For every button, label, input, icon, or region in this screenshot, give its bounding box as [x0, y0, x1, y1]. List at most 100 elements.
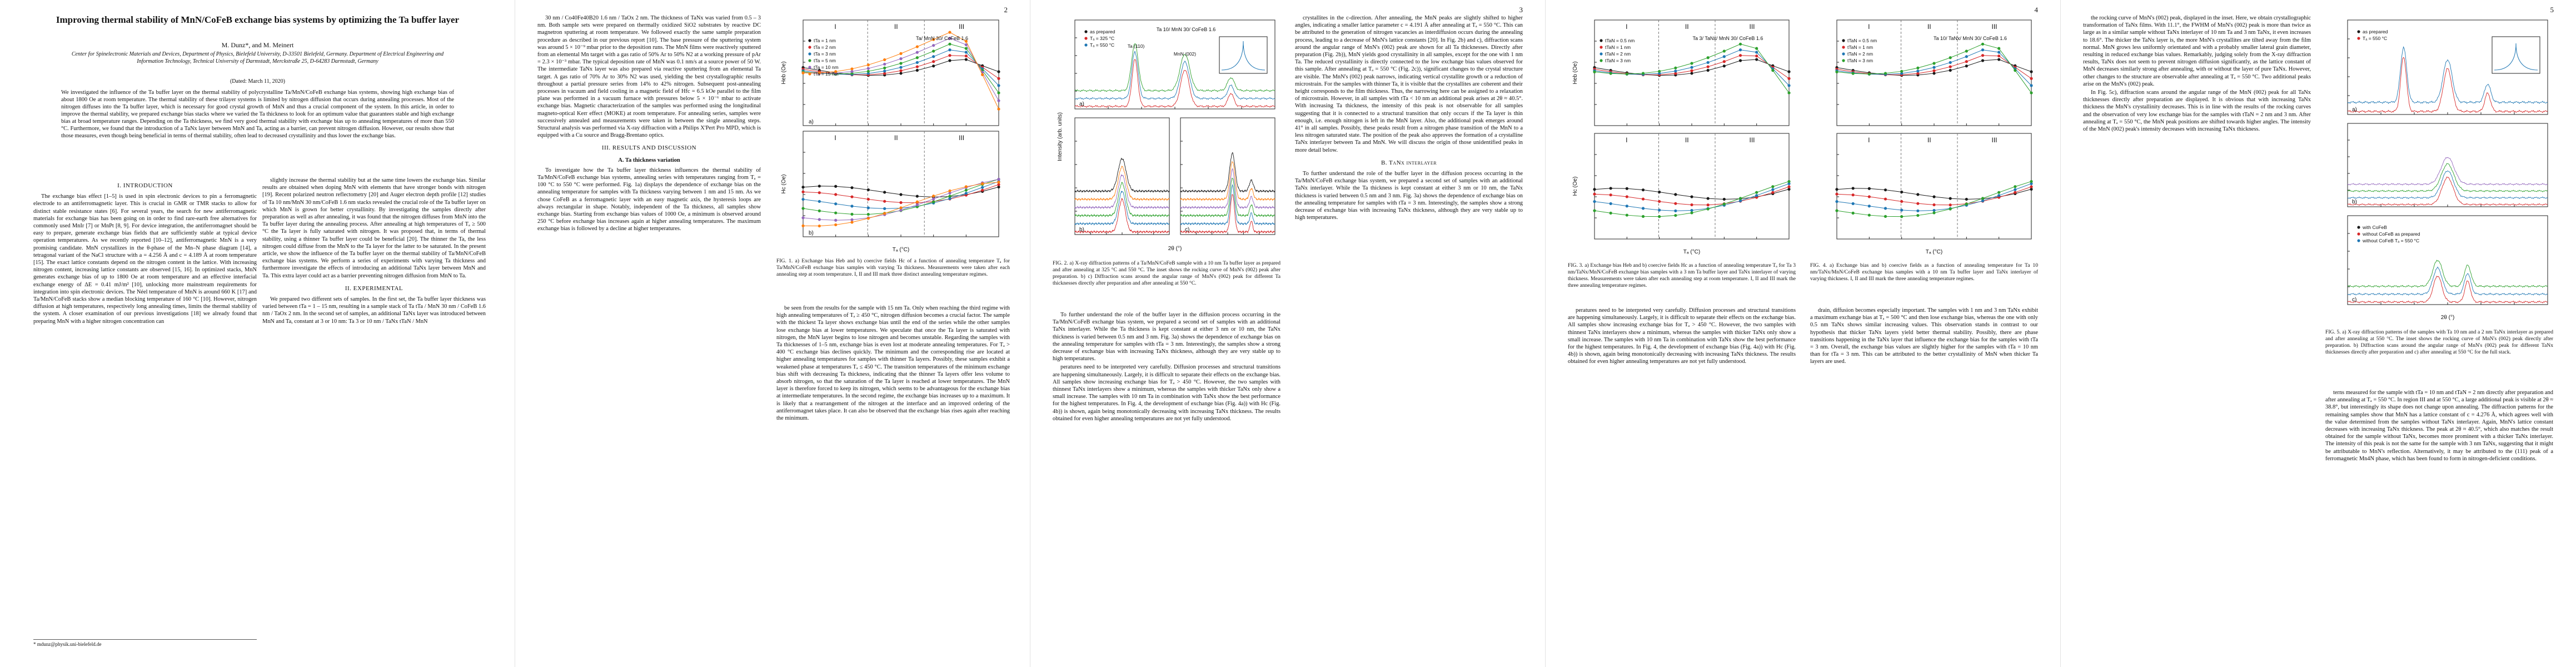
fig3b-point: [1722, 197, 1726, 201]
fig1b-point: [915, 203, 919, 207]
fig4a-point: [1981, 54, 1985, 57]
fig2-inset-curve: [1221, 41, 1265, 71]
fig1b-point: [834, 223, 838, 227]
fig5a-curve: [2347, 57, 2548, 113]
fig1a-point: [964, 51, 968, 54]
fig4b-point: [1835, 209, 1838, 212]
fig2c-curve: [1180, 177, 1275, 218]
fig3b-point: [1690, 195, 1693, 198]
fig2-legend-entry: Tₐ = 325 °C: [1090, 36, 1114, 41]
fig4a-point: [1981, 59, 1985, 62]
panel-label: c): [2352, 297, 2356, 303]
paragraph: be seen from the results for the sample …: [776, 305, 1010, 422]
fig3-xlabel: Tₐ (°C): [1683, 249, 1701, 255]
fig3b-point: [1641, 215, 1645, 218]
fig2-ylabel: Intensity (arb. units): [1057, 112, 1063, 161]
fig1b-point: [948, 197, 951, 200]
fig1b-point: [981, 186, 984, 189]
fig4b-point: [1835, 188, 1838, 191]
fig3a-point: [1674, 66, 1677, 69]
regime-label: III: [1749, 23, 1755, 31]
paragraph: In Fig. 5c), diffraction scans around th…: [2083, 89, 2311, 133]
figure-1-caption: FIG. 1. a) Exchange bias Heb and b) coer…: [776, 258, 1010, 277]
fig5-inset: [2492, 36, 2540, 74]
fig3b-point: [1658, 215, 1661, 218]
fig3b-point: [1771, 185, 1775, 188]
fig4b-point: [1835, 192, 1838, 196]
legend-marker: [808, 46, 811, 49]
regime-label: I: [1626, 23, 1627, 31]
paragraph: To further understand the role of the bu…: [1295, 171, 1523, 221]
fig1a-point: [997, 77, 1000, 80]
paragraph: To further understand the role of the bu…: [1053, 312, 1280, 362]
fig4b-point: [2030, 185, 2033, 188]
regime-label: III: [1991, 23, 1997, 31]
fig5b-curve: [2347, 163, 2548, 192]
fig2c-curve: [1180, 161, 1275, 201]
legend-marker: [808, 52, 811, 56]
fig4a-point: [1916, 72, 1920, 75]
paragraph: drain, diffusion becomes especially impo…: [1810, 307, 2038, 365]
regime-label: I: [1868, 136, 1870, 144]
fig1b-point: [818, 224, 821, 228]
column-left: the rocking curve of MnN's (002) peak, d…: [2083, 14, 2311, 659]
regime-label: II: [1927, 136, 1931, 144]
fig1a-point: [932, 55, 935, 58]
panel-label: b): [1079, 227, 1084, 233]
fig1b-frame: [803, 131, 999, 237]
fig4a-point: [1851, 72, 1855, 75]
column-right: slightly increase the thermal stability …: [262, 177, 486, 660]
fig1b-point: [932, 195, 935, 198]
figure-5-caption: FIG. 5. a) X-ray diffraction patterns of…: [2325, 329, 2553, 355]
fig1b-point: [818, 200, 821, 203]
fig4b-point: [1884, 197, 1887, 201]
fig3a-point: [1609, 72, 1612, 75]
fig4a-point: [1997, 47, 2001, 50]
fig1a-point: [997, 91, 1000, 94]
fig3a-point: [1674, 72, 1677, 75]
legend-marker: [1842, 46, 1845, 49]
fig2b-curve: [1074, 174, 1170, 210]
fig4b-point: [1932, 195, 1936, 198]
fig1b-point: [899, 206, 903, 210]
fig4b-point: [1900, 208, 1904, 212]
panel-label: a): [809, 119, 814, 125]
fig4a-point: [1949, 61, 1952, 64]
fig1b-point: [948, 191, 951, 195]
fig3b-point: [1674, 209, 1677, 212]
peak-label: Ta (110): [1128, 43, 1145, 49]
fig1b-point: [997, 183, 1000, 186]
fig1b-point: [801, 190, 805, 193]
fig4b-point: [1867, 187, 1871, 190]
fig2c-frame: [1180, 117, 1275, 235]
fig1a-point: [948, 31, 951, 34]
fig1-legend-entry: tTa = 15 nm: [814, 71, 839, 77]
regime-label: I: [834, 134, 836, 142]
fig2b-curve: [1074, 166, 1170, 201]
fig1b-point: [932, 200, 935, 203]
fig1a-point: [818, 71, 821, 74]
fig5b-frame: [2347, 123, 2548, 207]
legend-marker: [1600, 52, 1603, 56]
fig2b-frame: [1074, 117, 1170, 235]
fig4b-point: [2030, 187, 2033, 191]
fig1b-point: [899, 193, 903, 196]
fig3a-point: [1787, 84, 1791, 87]
figure-5: as prepared Tₐ = 550 °C a) b) with CoFeB with…: [2325, 14, 2553, 326]
fig4a-point: [1949, 65, 1952, 68]
fig3b-point: [1593, 192, 1596, 196]
fig3b-frame: [1594, 133, 1790, 240]
fig4b-point: [1997, 194, 2001, 197]
fig1b-point: [818, 218, 821, 221]
page-5: 5 the rocking curve of MnN's (002) peak,…: [2061, 0, 2576, 667]
paragraph: The exchange bias effect [1–5] is used i…: [33, 193, 257, 325]
fig1b-point: [899, 208, 903, 212]
column-left: I. INTRODUCTION The exchange bias effect…: [33, 177, 257, 638]
fig4b-point: [1916, 209, 1920, 212]
fig5-legend-entry: with CoFeB: [2362, 225, 2387, 230]
fig3b-point: [1690, 211, 1693, 215]
regime-label: II: [894, 134, 898, 142]
fig1b-line: [803, 178, 999, 221]
fig1b-point: [883, 191, 886, 194]
subsection-heading: A. Ta thickness variation: [618, 157, 680, 163]
